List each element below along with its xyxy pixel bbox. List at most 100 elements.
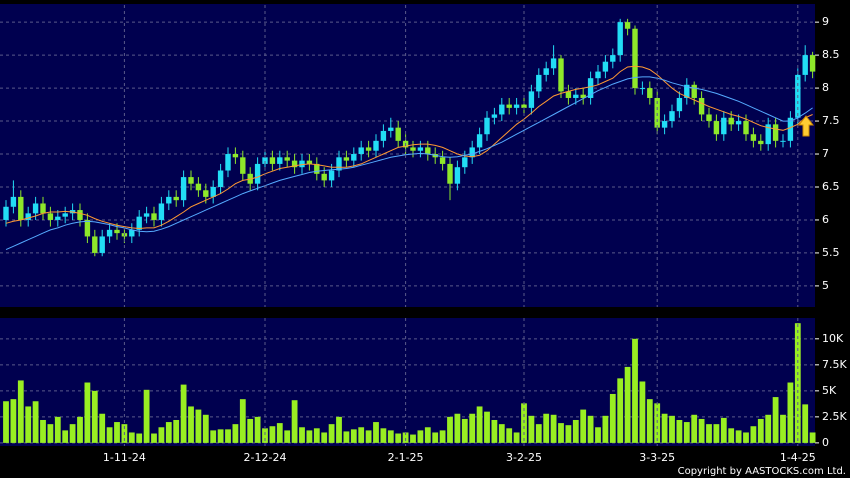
volume-bar bbox=[476, 406, 483, 443]
volume-bar bbox=[254, 416, 261, 443]
candle-body bbox=[291, 160, 298, 168]
candle-body bbox=[787, 117, 794, 141]
candle-body bbox=[365, 147, 372, 151]
volume-bar bbox=[646, 399, 653, 443]
candle-body bbox=[735, 121, 742, 125]
candle-body bbox=[129, 229, 135, 237]
volume-bar bbox=[661, 413, 668, 443]
candle-body bbox=[595, 71, 601, 79]
candle-body bbox=[203, 190, 209, 197]
volume-bar bbox=[402, 432, 409, 443]
volume-bar bbox=[32, 401, 39, 443]
candle-body bbox=[114, 229, 120, 234]
signal-arrow bbox=[797, 115, 815, 137]
volume-bar bbox=[158, 427, 165, 443]
candle-body bbox=[321, 173, 327, 181]
y-tick-label: 5.5 bbox=[822, 246, 840, 259]
candle-body bbox=[580, 94, 586, 98]
candle-body bbox=[610, 55, 616, 62]
volume-bar bbox=[513, 432, 520, 443]
volume-bar bbox=[25, 406, 32, 443]
volume-bar bbox=[239, 399, 246, 443]
volume-bar bbox=[417, 430, 424, 443]
candle-body bbox=[84, 219, 91, 237]
volume-bar bbox=[602, 415, 609, 443]
volume-bar bbox=[69, 424, 76, 443]
candle-body bbox=[10, 196, 17, 207]
volume-bar bbox=[262, 428, 268, 443]
volume-bar bbox=[387, 430, 394, 443]
candle-body bbox=[40, 203, 46, 214]
volume-bar bbox=[543, 413, 550, 443]
candle-body bbox=[758, 140, 764, 145]
candle-body bbox=[462, 157, 468, 168]
candle-body bbox=[780, 140, 786, 142]
candle-body bbox=[809, 55, 816, 72]
volume-bar bbox=[461, 418, 468, 443]
candle-body bbox=[491, 114, 498, 118]
price-panel bbox=[0, 4, 815, 307]
candle-body bbox=[765, 124, 771, 145]
candle-body bbox=[476, 134, 483, 148]
candle-body bbox=[77, 210, 83, 220]
candle-body bbox=[395, 127, 401, 141]
volume-bar bbox=[683, 422, 690, 443]
candle-body bbox=[166, 196, 172, 204]
candle-body bbox=[180, 177, 187, 201]
volume-bar bbox=[380, 428, 387, 443]
candle-body bbox=[684, 84, 690, 98]
volume-bar bbox=[84, 382, 91, 443]
candle-body bbox=[639, 88, 646, 90]
candle-body bbox=[536, 74, 542, 92]
candle-body bbox=[158, 203, 165, 220]
candle-body bbox=[106, 229, 113, 237]
volume-bar bbox=[639, 381, 646, 443]
candle-body bbox=[99, 236, 105, 253]
candle-body bbox=[343, 157, 350, 161]
x-tick-label: 2-12-24 bbox=[244, 451, 287, 464]
candle-body bbox=[528, 91, 535, 108]
candle-body bbox=[217, 170, 224, 187]
volume-bar bbox=[698, 418, 705, 443]
candle-body bbox=[3, 206, 9, 220]
volume-bar bbox=[54, 416, 61, 443]
x-tick-label: 2-1-25 bbox=[388, 451, 424, 464]
candle-body bbox=[32, 203, 39, 214]
volume-bar bbox=[40, 419, 46, 443]
candle-body bbox=[691, 84, 697, 98]
volume-bar bbox=[350, 429, 357, 443]
candle-body bbox=[750, 134, 757, 141]
volume-bar bbox=[528, 415, 535, 443]
x-tick-label: 3-3-25 bbox=[639, 451, 675, 464]
volume-bar bbox=[284, 430, 291, 443]
candle-body bbox=[254, 163, 261, 184]
volume-bar bbox=[62, 430, 69, 443]
candle-body bbox=[188, 177, 194, 184]
volume-bar bbox=[743, 432, 749, 443]
volume-bar bbox=[713, 424, 720, 443]
volume-bar bbox=[735, 430, 742, 443]
candle-body bbox=[232, 154, 239, 158]
copyright: Copyright by AASTOCKS.com Ltd. bbox=[678, 466, 846, 477]
candle-body bbox=[417, 147, 424, 151]
candle-body bbox=[143, 213, 150, 217]
y-tick-label: 5K bbox=[822, 384, 837, 397]
volume-bar bbox=[106, 427, 113, 443]
candle-body bbox=[410, 147, 416, 151]
candle-body bbox=[706, 114, 712, 122]
volume-bar bbox=[565, 425, 572, 443]
volume-bar bbox=[3, 401, 9, 443]
volume-bar bbox=[558, 423, 564, 443]
candle-body bbox=[136, 216, 142, 230]
volume-bar bbox=[772, 397, 779, 443]
candle-body bbox=[513, 104, 520, 108]
volume-bar bbox=[195, 409, 202, 443]
candle-body bbox=[306, 160, 313, 164]
candle-body bbox=[373, 140, 379, 151]
candle-body bbox=[262, 157, 268, 164]
volume-bar bbox=[624, 366, 631, 443]
candle-body bbox=[558, 58, 564, 92]
candle-body bbox=[173, 196, 179, 201]
volume-bar bbox=[306, 430, 313, 443]
